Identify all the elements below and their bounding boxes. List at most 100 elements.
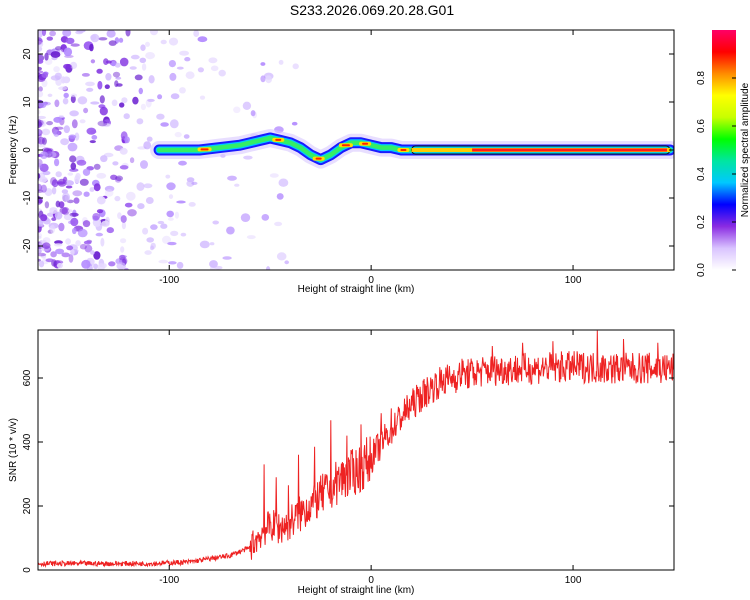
noise-blob [55, 46, 62, 51]
noise-blob [166, 182, 176, 191]
snr-frame [37, 329, 675, 571]
noise-blob [168, 37, 179, 46]
noise-blob [39, 151, 49, 159]
noise-blob [38, 70, 44, 74]
noise-blob [111, 61, 116, 67]
noise-blob [265, 75, 272, 84]
noise-blob [38, 119, 44, 126]
noise-blob [54, 243, 63, 247]
noise-blob [38, 76, 46, 82]
noise-blob [276, 193, 284, 200]
noise-blob [51, 179, 59, 188]
ridge-inner [156, 135, 673, 162]
noise-blob [105, 73, 112, 81]
noise-blob [104, 189, 114, 197]
noise-blob [103, 58, 109, 65]
noise-blob [54, 158, 60, 167]
noise-blob [260, 62, 266, 66]
noise-blob [50, 224, 55, 234]
noise-blob [90, 101, 100, 105]
noise-blob [121, 97, 128, 104]
noise-blob [121, 221, 126, 230]
noise-blob [38, 219, 44, 227]
noise-blob [42, 101, 51, 106]
noise-blob [115, 76, 122, 80]
noise-blob [38, 232, 43, 238]
noise-blob [138, 87, 143, 95]
spectrogram-ytick-label: 20 [22, 48, 33, 60]
noise-blob [93, 163, 101, 170]
noise-blob [102, 123, 111, 128]
noise-blob [63, 92, 69, 99]
noise-blob [112, 161, 119, 166]
noise-blob [260, 75, 266, 83]
noise-blob [156, 113, 165, 120]
noise-blob [90, 33, 100, 43]
noise-blob [120, 238, 127, 244]
noise-blob [38, 144, 46, 148]
noise-blob [38, 176, 48, 183]
noise-blob [51, 187, 57, 195]
noise-blob [242, 101, 252, 111]
noise-blob [250, 110, 256, 117]
snr-ytick-label: 0 [22, 567, 33, 573]
noise-blob [98, 37, 108, 41]
noise-blob [67, 209, 73, 213]
noise-blob [38, 121, 43, 128]
noise-blob [63, 47, 73, 57]
noise-blob [44, 52, 49, 61]
spectrogram-ytick-label: 0 [22, 147, 33, 153]
noise-blob [114, 62, 121, 68]
noise-blob [183, 134, 190, 139]
snr-series-line [38, 330, 674, 569]
noise-blob [100, 155, 108, 163]
noise-blob [136, 182, 145, 191]
noise-blob [243, 155, 253, 160]
noise-blob [39, 163, 49, 172]
snr-x-ticks: -100 0 100 [159, 330, 582, 586]
noise-blob [180, 232, 187, 237]
noise-blob [38, 40, 44, 48]
noise-blob [174, 211, 179, 219]
noise-blob [65, 238, 71, 245]
noise-blob [90, 130, 97, 134]
noise-blob [174, 131, 182, 138]
noise-blob [58, 86, 68, 91]
noise-blob [179, 87, 186, 94]
noise-blob [140, 103, 146, 111]
noise-blob [246, 235, 256, 240]
snr-ytick-label: 600 [22, 369, 33, 386]
noise-blob [99, 106, 108, 116]
noise-blob [150, 30, 158, 36]
noise-blob [170, 230, 179, 237]
noise-blob [115, 175, 123, 182]
noise-blob [56, 262, 63, 269]
noise-blob [261, 214, 270, 221]
colorbar: 0.0 0.2 0.4 0.6 0.8 Normalized spectral ampl… [696, 30, 750, 277]
noise-blob [50, 177, 57, 186]
noise-blob [170, 93, 180, 100]
noise-blob [54, 211, 63, 220]
noise-blob [284, 260, 290, 265]
noise-blob [84, 244, 93, 253]
noise-blob [130, 54, 140, 60]
noise-blob [52, 182, 58, 186]
noise-blob [119, 57, 129, 67]
noise-blob [129, 66, 137, 70]
noise-blob [72, 227, 77, 235]
noise-blob [100, 237, 105, 247]
noise-blob [209, 242, 215, 246]
colorbar-ticks: 0.0 0.2 0.4 0.6 0.8 [696, 71, 736, 277]
noise-blob [38, 115, 46, 120]
noise-blob [86, 87, 94, 92]
noise-blob [119, 102, 125, 108]
noise-blob [191, 181, 198, 185]
noise-blob [42, 237, 51, 244]
noise-blob [81, 73, 90, 77]
snr-y-label: SNR (10 * v/v) [8, 418, 19, 482]
noise-blob [114, 195, 121, 202]
noise-blob [137, 203, 145, 210]
noise-blob [68, 254, 74, 263]
noise-blob [55, 200, 61, 208]
noise-blob [178, 160, 187, 166]
